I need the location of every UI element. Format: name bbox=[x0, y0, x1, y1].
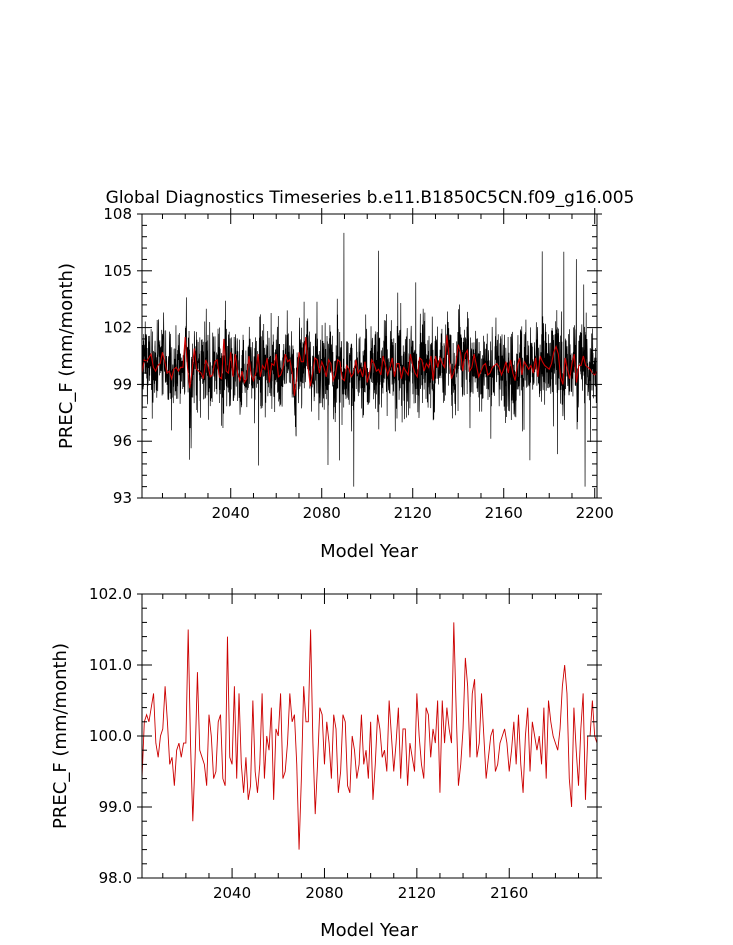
y-tick-label: 93 bbox=[113, 489, 132, 507]
y-tick-label: 101.0 bbox=[89, 656, 132, 674]
chart-top-xlabel: Model Year bbox=[320, 541, 418, 562]
y-tick-label: 108 bbox=[103, 205, 132, 223]
y-tick-label: 102.0 bbox=[89, 585, 132, 603]
chart-bottom-ylabel: PREC_F (mm/month) bbox=[50, 643, 71, 829]
chart-bottom-plot bbox=[142, 622, 597, 850]
y-tick-label: 105 bbox=[103, 262, 132, 280]
chart-top-plot bbox=[142, 232, 597, 487]
y-tick-label: 99 bbox=[113, 375, 132, 393]
series-monthly-line bbox=[142, 232, 597, 487]
y-tick-label: 98.0 bbox=[99, 869, 132, 887]
x-tick-label: 2120 bbox=[394, 504, 432, 522]
y-tick-label: 100.0 bbox=[89, 727, 132, 745]
x-tick-label: 2160 bbox=[490, 884, 528, 902]
chart-top-ticks: 2040 2080 2120 2160 2200 93 96 99 102 105 108 bbox=[103, 205, 613, 522]
chart-bottom-xlabel: Model Year bbox=[320, 920, 418, 941]
chart-top-ylabel: PREC_F (mm/month) bbox=[56, 263, 77, 449]
x-tick-label: 2200 bbox=[576, 504, 614, 522]
y-tick-label: 96 bbox=[113, 432, 132, 450]
x-tick-label: 2040 bbox=[213, 884, 251, 902]
x-tick-label: 2120 bbox=[398, 884, 436, 902]
series-annual-line bbox=[142, 335, 597, 396]
x-tick-label: 2160 bbox=[485, 504, 523, 522]
y-tick-label: 102 bbox=[103, 319, 132, 337]
chart-top-title: Global Diagnostics Timeseries b.e11.B185… bbox=[106, 188, 635, 208]
series-annual-line bbox=[142, 622, 597, 850]
chart-bottom: 2040 2080 2120 216098.099.0100.0101.0102.0 … bbox=[50, 585, 602, 941]
x-tick-label: 2080 bbox=[303, 504, 341, 522]
chart-top: Global Diagnostics Timeseries b.e11.B185… bbox=[56, 188, 634, 562]
x-tick-label: 2040 bbox=[212, 504, 250, 522]
x-tick-label: 2080 bbox=[305, 884, 343, 902]
chart-top-frame bbox=[141, 213, 598, 499]
y-tick-label: 99.0 bbox=[99, 798, 132, 816]
chart-bottom-ticks: 2040 2080 2120 2160 98.0 99.0 100.0 101.0 102.0 bbox=[89, 585, 602, 902]
